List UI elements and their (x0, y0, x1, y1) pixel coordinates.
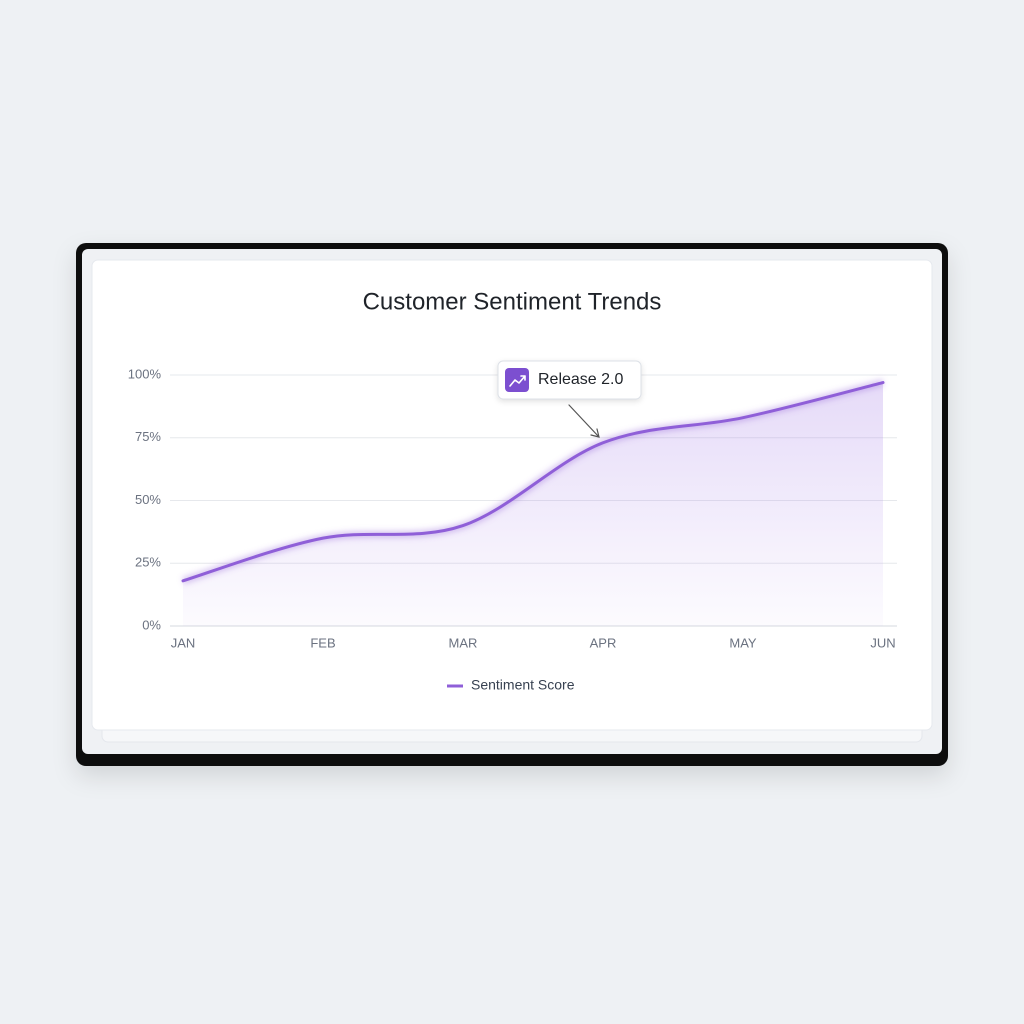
x-tick-label: JAN (171, 635, 196, 650)
area (183, 382, 883, 626)
x-tick-label: MAR (449, 635, 478, 650)
line (181, 381, 885, 583)
x-tick-label: JUN (870, 635, 895, 650)
x-tick-label: APR (590, 635, 617, 650)
y-tick-label: 100% (128, 366, 162, 381)
annotation-text: Release 2.0 (538, 371, 623, 388)
y-tick-label: 0% (142, 617, 161, 632)
x-tick-label: MAY (729, 635, 757, 650)
y-tick-label: 75% (135, 429, 161, 444)
annotation-arrow (568, 404, 600, 438)
y-tick-label: 25% (135, 555, 161, 570)
annotation-icon-glyph (509, 375, 526, 387)
y-tick-label: 50% (135, 492, 161, 507)
annotation: Release 2.0 (497, 360, 642, 438)
annotation-box (497, 360, 642, 400)
chart-title: Customer Sentiment Trends (363, 288, 662, 315)
plot: 0% 25% 50% 75% 100% JAN FEB MAR APR MAY JUN Sentime… (128, 360, 897, 693)
x-tick-label: FEB (310, 635, 335, 650)
legend-label: Sentiment Score (471, 677, 575, 693)
